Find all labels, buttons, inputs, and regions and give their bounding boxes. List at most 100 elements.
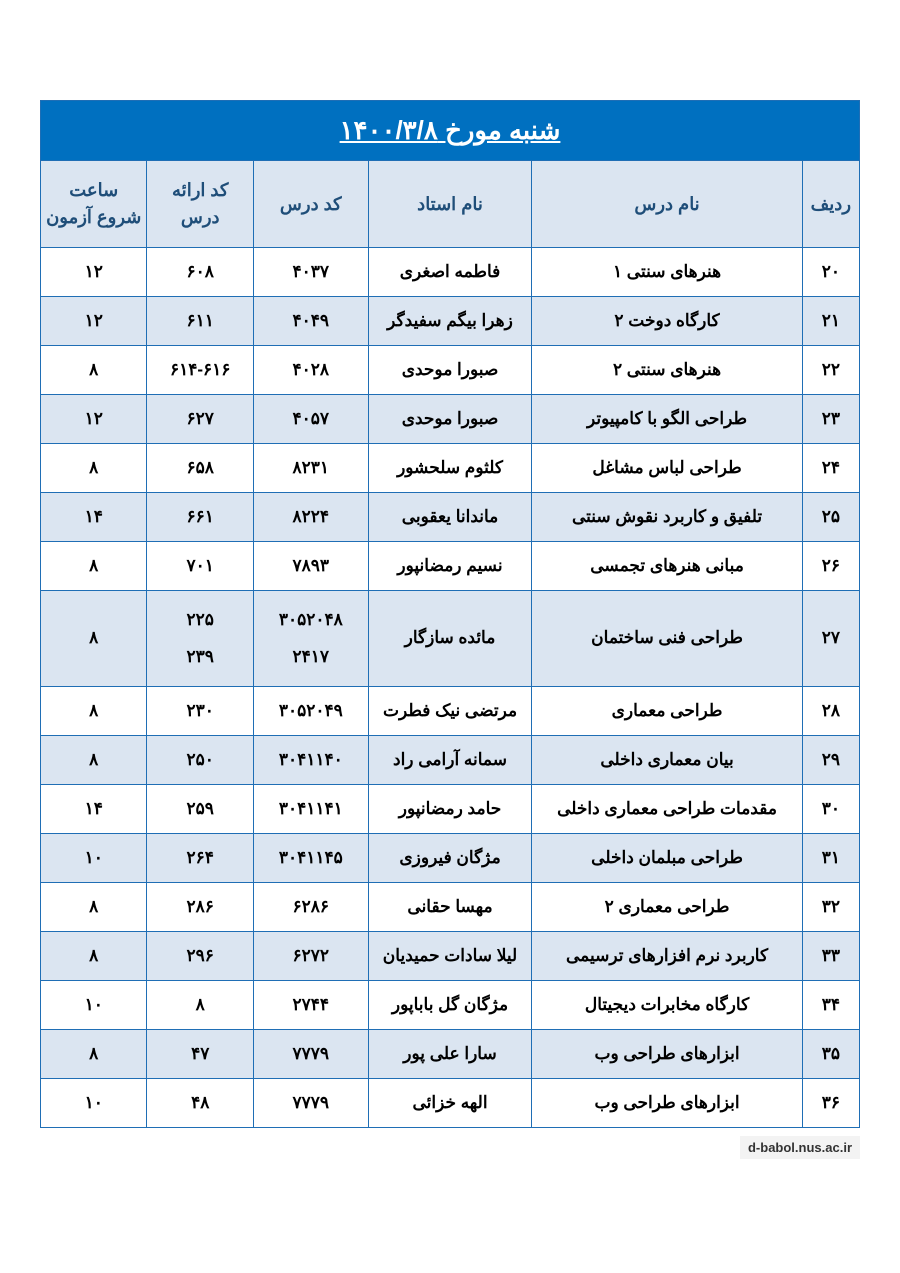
- cell-kod: ۴۰۵۷: [253, 395, 368, 444]
- cell-kod: ۲۷۴۴: [253, 980, 368, 1029]
- cell-dars: ابزارهای طراحی وب: [532, 1078, 802, 1127]
- cell-kod: ۶۲۷۲: [253, 931, 368, 980]
- cell-time: ۸: [41, 882, 147, 931]
- cell-ostad: حامد رمضانپور: [368, 784, 532, 833]
- cell-radif: ۲۹: [802, 735, 859, 784]
- cell-dars: هنرهای سنتی ۲: [532, 346, 802, 395]
- col-header-ostad: نام استاد: [368, 161, 532, 248]
- cell-time: ۸: [41, 542, 147, 591]
- table-row: ۲۰هنرهای سنتی ۱فاطمه اصغری۴۰۳۷۶۰۸۱۲: [41, 248, 860, 297]
- cell-eraeh: ۴۷: [147, 1029, 253, 1078]
- cell-eraeh: ۲۳۰: [147, 686, 253, 735]
- cell-radif: ۲۷: [802, 591, 859, 687]
- cell-ostad: صبورا موحدی: [368, 346, 532, 395]
- cell-time: ۱۲: [41, 248, 147, 297]
- cell-radif: ۲۴: [802, 444, 859, 493]
- cell-radif: ۲۰: [802, 248, 859, 297]
- cell-ostad: لیلا سادات حمیدیان: [368, 931, 532, 980]
- cell-time: ۱۰: [41, 833, 147, 882]
- cell-radif: ۳۶: [802, 1078, 859, 1127]
- cell-ostad: مرتضی نیک فطرت: [368, 686, 532, 735]
- cell-ostad: زهرا بیگم سفیدگر: [368, 297, 532, 346]
- cell-ostad: نسیم رمضانپور: [368, 542, 532, 591]
- cell-time: ۱۰: [41, 980, 147, 1029]
- cell-eraeh: ۲۲۵۲۳۹: [147, 591, 253, 687]
- cell-eraeh: ۶۲۷: [147, 395, 253, 444]
- table-row: ۲۵تلفیق و کاربرد نقوش سنتیماندانا یعقوبی…: [41, 493, 860, 542]
- cell-dars: کارگاه مخابرات دیجیتال: [532, 980, 802, 1029]
- cell-eraeh: ۶۵۸: [147, 444, 253, 493]
- cell-ostad: مهسا حقانی: [368, 882, 532, 931]
- table-row: ۳۳کاربرد نرم افزارهای ترسیمیلیلا سادات ح…: [41, 931, 860, 980]
- cell-radif: ۳۲: [802, 882, 859, 931]
- table-row: ۲۷طراحی فنی ساختمانمائده سازگار۳۰۵۲۰۴۸۲۴…: [41, 591, 860, 687]
- cell-time: ۱۲: [41, 395, 147, 444]
- schedule-table: شنبه مورخ ۱۴۰۰/۳/۸ ردیف نام درس نام استا…: [40, 100, 860, 1128]
- cell-radif: ۳۰: [802, 784, 859, 833]
- table-row: ۲۲هنرهای سنتی ۲صبورا موحدی۴۰۲۸۶۱۴-۶۱۶۸: [41, 346, 860, 395]
- cell-eraeh: ۴۸: [147, 1078, 253, 1127]
- cell-ostad: فاطمه اصغری: [368, 248, 532, 297]
- col-header-radif: ردیف: [802, 161, 859, 248]
- cell-eraeh: ۶۱۴-۶۱۶: [147, 346, 253, 395]
- cell-kod: ۷۷۷۹: [253, 1029, 368, 1078]
- table-row: ۲۱کارگاه دوخت ۲زهرا بیگم سفیدگر۴۰۴۹۶۱۱۱۲: [41, 297, 860, 346]
- cell-radif: ۲۵: [802, 493, 859, 542]
- cell-ostad: الهه خزائی: [368, 1078, 532, 1127]
- cell-dars: تلفیق و کاربرد نقوش سنتی: [532, 493, 802, 542]
- cell-dars: هنرهای سنتی ۱: [532, 248, 802, 297]
- cell-eraeh: ۲۸۶: [147, 882, 253, 931]
- table-title-row: شنبه مورخ ۱۴۰۰/۳/۸: [41, 101, 860, 161]
- cell-dars: ابزارهای طراحی وب: [532, 1029, 802, 1078]
- cell-radif: ۳۴: [802, 980, 859, 1029]
- cell-kod: ۶۲۸۶: [253, 882, 368, 931]
- table-row: ۳۴کارگاه مخابرات دیجیتالمژگان گل باباپور…: [41, 980, 860, 1029]
- table-row: ۳۱طراحی مبلمان داخلیمژگان فیروزی۳۰۴۱۱۴۵۲…: [41, 833, 860, 882]
- cell-kod: ۴۰۳۷: [253, 248, 368, 297]
- table-body: ۲۰هنرهای سنتی ۱فاطمه اصغری۴۰۳۷۶۰۸۱۲۲۱کار…: [41, 248, 860, 1128]
- cell-kod: ۴۰۴۹: [253, 297, 368, 346]
- cell-eraeh: ۶۶۱: [147, 493, 253, 542]
- cell-time: ۸: [41, 444, 147, 493]
- table-row: ۳۶ابزارهای طراحی وبالهه خزائی۷۷۷۹۴۸۱۰: [41, 1078, 860, 1127]
- table-title: شنبه مورخ ۱۴۰۰/۳/۸: [340, 115, 561, 145]
- table-title-cell: شنبه مورخ ۱۴۰۰/۳/۸: [41, 101, 860, 161]
- cell-ostad: مژگان گل باباپور: [368, 980, 532, 1029]
- cell-time: ۸: [41, 591, 147, 687]
- cell-kod: ۸۲۳۱: [253, 444, 368, 493]
- cell-eraeh: ۶۰۸: [147, 248, 253, 297]
- cell-radif: ۲۱: [802, 297, 859, 346]
- table-row: ۲۴طراحی لباس مشاغلکلثوم سلحشور۸۲۳۱۶۵۸۸: [41, 444, 860, 493]
- col-header-kod: کد درس: [253, 161, 368, 248]
- cell-time: ۸: [41, 1029, 147, 1078]
- cell-eraeh: ۷۰۱: [147, 542, 253, 591]
- cell-time: ۸: [41, 346, 147, 395]
- cell-time: ۸: [41, 686, 147, 735]
- cell-time: ۸: [41, 931, 147, 980]
- footer-url: d-babol.nus.ac.ir: [740, 1136, 860, 1159]
- cell-kod: ۷۸۹۳: [253, 542, 368, 591]
- cell-eraeh: ۲۹۶: [147, 931, 253, 980]
- col-header-dars: نام درس: [532, 161, 802, 248]
- cell-kod: ۸۲۲۴: [253, 493, 368, 542]
- cell-eraeh: ۲۵۰: [147, 735, 253, 784]
- cell-ostad: ماندانا یعقوبی: [368, 493, 532, 542]
- cell-dars: طراحی الگو با کامپیوتر: [532, 395, 802, 444]
- cell-ostad: سمانه آرامی راد: [368, 735, 532, 784]
- cell-eraeh: ۸: [147, 980, 253, 1029]
- cell-ostad: کلثوم سلحشور: [368, 444, 532, 493]
- col-header-time: ساعت شروع آزمون: [41, 161, 147, 248]
- table-row: ۲۳طراحی الگو با کامپیوترصبورا موحدی۴۰۵۷۶…: [41, 395, 860, 444]
- cell-kod: ۳۰۵۲۰۴۹: [253, 686, 368, 735]
- cell-dars: طراحی مبلمان داخلی: [532, 833, 802, 882]
- cell-dars: کارگاه دوخت ۲: [532, 297, 802, 346]
- cell-radif: ۳۵: [802, 1029, 859, 1078]
- cell-kod: ۴۰۲۸: [253, 346, 368, 395]
- cell-eraeh: ۶۱۱: [147, 297, 253, 346]
- cell-radif: ۳۳: [802, 931, 859, 980]
- cell-radif: ۲۸: [802, 686, 859, 735]
- cell-radif: ۲۲: [802, 346, 859, 395]
- cell-dars: طراحی لباس مشاغل: [532, 444, 802, 493]
- cell-eraeh: ۲۶۴: [147, 833, 253, 882]
- table-row: ۲۹بیان معماری داخلیسمانه آرامی راد۳۰۴۱۱۴…: [41, 735, 860, 784]
